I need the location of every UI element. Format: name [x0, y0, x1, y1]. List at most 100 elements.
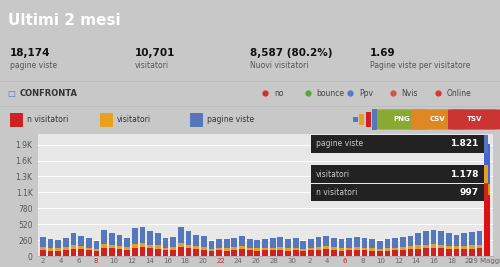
Bar [262, 250, 268, 256]
Bar [446, 246, 452, 249]
Bar [384, 239, 390, 256]
Bar [400, 247, 406, 250]
Bar [232, 238, 237, 256]
Bar [270, 238, 276, 256]
Bar [190, 113, 202, 127]
Text: n visitatori: n visitatori [26, 115, 68, 124]
Text: 18,174: 18,174 [10, 48, 50, 58]
Bar [370, 248, 375, 251]
Bar [186, 245, 192, 248]
Bar [147, 248, 153, 256]
FancyBboxPatch shape [310, 166, 486, 183]
Bar [370, 251, 375, 256]
Bar [366, 112, 370, 127]
Bar [354, 237, 360, 256]
Bar [216, 248, 222, 250]
Bar [178, 226, 184, 256]
Bar [239, 249, 245, 256]
Bar [201, 236, 206, 256]
Bar [162, 248, 168, 250]
Bar [63, 250, 68, 256]
Bar [324, 246, 329, 249]
Bar [48, 251, 54, 256]
Bar [408, 236, 414, 256]
Text: 10,701: 10,701 [135, 48, 175, 58]
Bar [124, 247, 130, 250]
Bar [362, 248, 368, 250]
Bar [392, 248, 398, 250]
Bar [484, 195, 490, 256]
Bar [254, 249, 260, 251]
Bar [462, 249, 467, 256]
Bar [170, 247, 176, 250]
Bar [293, 248, 298, 250]
Bar [324, 236, 329, 256]
Bar [416, 249, 421, 256]
Bar [109, 233, 114, 256]
Bar [78, 246, 84, 249]
Bar [78, 249, 84, 256]
Bar [40, 250, 46, 256]
Bar [338, 251, 344, 256]
Bar [392, 250, 398, 256]
Bar [86, 238, 92, 256]
Bar [331, 238, 337, 256]
Bar [193, 246, 199, 249]
Bar [186, 248, 192, 256]
Text: Online: Online [446, 89, 471, 98]
Bar [362, 238, 368, 256]
Bar [239, 236, 245, 256]
Bar [116, 249, 122, 256]
Bar [338, 239, 344, 256]
Bar [155, 245, 160, 249]
Bar [247, 250, 252, 256]
Bar [170, 237, 176, 256]
Text: 1.178: 1.178 [450, 170, 479, 179]
Bar [247, 239, 252, 256]
Bar [392, 238, 398, 256]
Bar [476, 248, 482, 256]
Bar [462, 246, 467, 249]
Bar [232, 250, 237, 256]
Bar [201, 247, 206, 250]
Bar [454, 249, 460, 256]
Bar [316, 247, 322, 250]
Text: pagine viste: pagine viste [206, 115, 254, 124]
Bar [484, 195, 490, 256]
Bar [102, 248, 107, 256]
Bar [462, 233, 467, 256]
FancyBboxPatch shape [310, 184, 486, 201]
Bar [208, 251, 214, 256]
Bar [370, 239, 375, 256]
Bar [476, 231, 482, 256]
Bar [48, 248, 54, 251]
Bar [170, 250, 176, 256]
Bar [377, 241, 383, 256]
Bar [285, 248, 291, 251]
Bar [300, 251, 306, 256]
Bar [155, 233, 160, 256]
Bar [293, 250, 298, 256]
Bar [469, 245, 474, 249]
Bar [316, 250, 322, 256]
Bar [254, 240, 260, 256]
Text: Pagine viste per visitatore: Pagine viste per visitatore [370, 61, 470, 70]
Bar [446, 249, 452, 256]
Text: □: □ [8, 89, 16, 98]
Bar [208, 249, 214, 251]
Bar [224, 251, 230, 256]
Bar [124, 238, 130, 256]
Bar [400, 250, 406, 256]
Bar [224, 248, 230, 251]
Bar [254, 251, 260, 256]
Bar [56, 240, 61, 256]
Text: no: no [274, 89, 283, 98]
Bar [484, 144, 490, 256]
Bar [324, 249, 329, 256]
Bar [178, 247, 184, 256]
Bar [484, 135, 488, 152]
Bar [359, 114, 364, 124]
Bar [208, 241, 214, 256]
Bar [469, 232, 474, 256]
Bar [147, 231, 153, 256]
